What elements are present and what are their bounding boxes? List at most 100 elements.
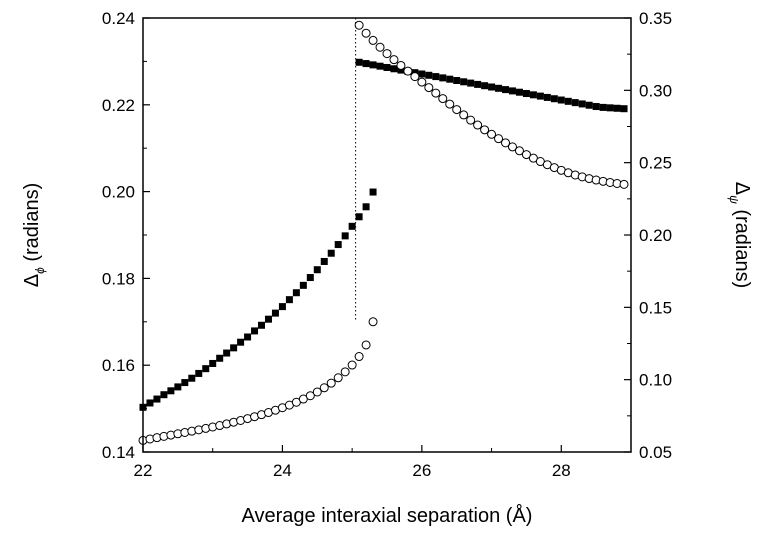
y-left-subscript: ϕ	[33, 267, 47, 274]
data-point-square	[502, 86, 510, 94]
data-point-circle	[459, 110, 469, 120]
data-point-square	[376, 62, 384, 70]
data-point-circle	[473, 120, 483, 130]
data-point-square	[592, 103, 600, 111]
data-point-circle	[361, 340, 371, 350]
data-point-square	[508, 87, 516, 95]
data-point-square	[146, 399, 154, 407]
data-point-circle	[340, 367, 350, 377]
data-point-square	[167, 387, 175, 395]
data-point-circle	[521, 150, 531, 160]
data-point-square	[271, 309, 279, 317]
data-point-square	[460, 78, 468, 86]
y-right-tick-label: 0.35	[639, 9, 672, 28]
data-point-square	[306, 274, 314, 282]
data-point-circle	[410, 72, 420, 82]
data-point-circle	[487, 129, 497, 139]
y-left-tick-label: 0.14	[102, 443, 135, 462]
data-point-square	[334, 241, 342, 249]
data-point-square	[564, 97, 572, 105]
data-point-square	[369, 61, 377, 69]
data-point-circle	[438, 94, 448, 104]
data-point-circle	[494, 134, 504, 144]
data-point-square	[251, 327, 259, 335]
data-point-square	[467, 79, 475, 87]
data-point-square	[397, 66, 405, 74]
data-point-square	[362, 203, 370, 211]
data-point-circle	[431, 88, 441, 98]
y-left-tick-label: 0.20	[102, 183, 135, 202]
data-point-square	[418, 70, 426, 78]
data-point-circle	[514, 146, 524, 156]
data-point-square	[439, 74, 447, 82]
data-point-circle	[361, 28, 371, 38]
data-point-square	[160, 391, 168, 399]
y-right-symbol: Δ	[731, 182, 753, 195]
data-point-circle	[347, 360, 357, 370]
data-point-square	[362, 60, 370, 68]
data-point-square	[488, 83, 496, 91]
data-point-square	[620, 105, 628, 113]
data-point-square	[258, 321, 266, 329]
y-right-subscript: ψ	[727, 195, 741, 204]
data-point-circle	[396, 60, 406, 70]
y-right-tick-label: 0.30	[639, 81, 672, 100]
data-point-square	[153, 395, 161, 403]
data-point-circle	[368, 35, 378, 45]
data-point-square	[209, 359, 217, 367]
y-left-tick-label: 0.18	[102, 269, 135, 288]
data-point-square	[606, 104, 614, 112]
data-point-circle	[452, 105, 462, 115]
data-point-square	[529, 91, 537, 99]
data-point-circle	[507, 142, 517, 152]
data-point-square	[313, 266, 321, 274]
data-point-circle	[619, 179, 629, 189]
data-point-circle	[417, 77, 427, 87]
data-point-square	[244, 333, 252, 341]
data-point-circle	[501, 138, 511, 148]
y-left-tick-label: 0.22	[102, 96, 135, 115]
y-right-tick-label: 0.15	[639, 298, 672, 317]
data-point-circle	[368, 317, 378, 327]
data-point-square	[202, 365, 210, 373]
data-point-square	[230, 344, 238, 352]
data-point-circle	[326, 378, 336, 388]
data-point-circle	[319, 383, 329, 393]
plot-frame	[142, 17, 632, 453]
data-point-circle	[333, 373, 343, 383]
y-left-unit: (radians)	[21, 183, 43, 262]
data-point-square	[383, 63, 391, 71]
data-point-circle	[480, 125, 490, 135]
data-point-square	[425, 71, 433, 79]
data-point-square	[432, 73, 440, 81]
data-point-circle	[375, 42, 385, 52]
data-point-square	[481, 82, 489, 90]
data-point-square	[348, 222, 356, 230]
y-right-tick-label: 0.20	[639, 226, 672, 245]
y-axis-right-label: Δψ (radians)	[727, 182, 753, 289]
data-point-square	[515, 88, 523, 96]
data-point-square	[327, 249, 335, 257]
data-point-square	[188, 374, 196, 382]
data-point-square	[599, 103, 607, 111]
x-tick-label: 26	[412, 461, 431, 480]
data-point-square	[320, 257, 328, 265]
y-left-tick-label: 0.24	[102, 9, 135, 28]
data-point-square	[522, 90, 530, 98]
y-left-symbol: Δ	[21, 274, 43, 287]
data-point-square	[495, 84, 503, 92]
data-point-square	[369, 188, 377, 196]
data-point-square	[390, 65, 398, 73]
data-point-square	[174, 383, 182, 391]
y-left-tick-label: 0.16	[102, 356, 135, 375]
data-point-square	[550, 95, 558, 103]
y-right-tick-label: 0.10	[639, 371, 672, 390]
x-tick-label: 24	[273, 461, 292, 480]
data-point-circle	[354, 20, 364, 30]
data-point-circle	[403, 66, 413, 76]
data-point-square	[278, 303, 286, 311]
data-point-circle	[445, 99, 455, 109]
data-point-square	[299, 281, 307, 289]
x-tick-label: 22	[134, 461, 153, 480]
